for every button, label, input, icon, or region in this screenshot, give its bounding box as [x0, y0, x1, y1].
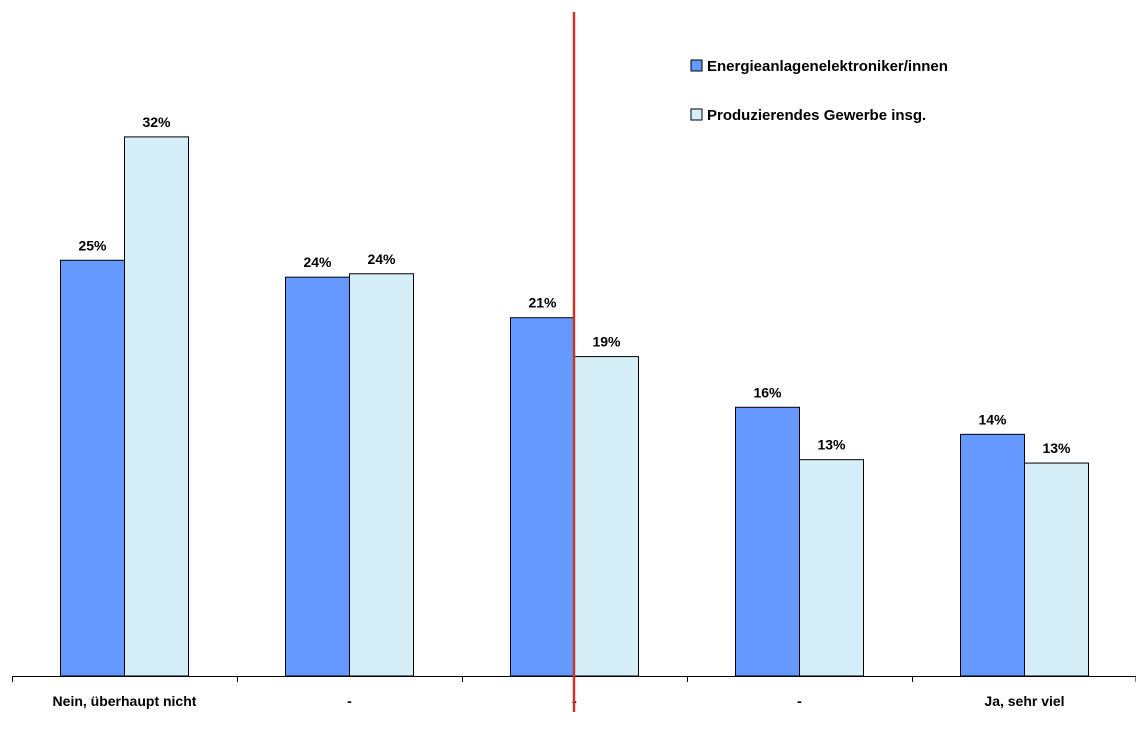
data-labels: 25% 32% 24% 24% 21% 19% 16% 13% 14% 13% — [78, 114, 1071, 456]
data-label-produzierendes-gewerbe-insg-5: 13% — [1042, 440, 1071, 456]
bar-produzierendes-gewerbe-insg-1 — [124, 136, 189, 677]
data-label-produzierendes-gewerbe-insg-2: 24% — [367, 251, 396, 267]
bar-energieanlagenelektroniker-innen-5 — [960, 433, 1025, 677]
x-tick-label-1: Nein, überhaupt nicht — [53, 693, 197, 709]
bar-produzierendes-gewerbe-insg-2 — [349, 273, 414, 677]
data-label-energieanlagenelektroniker-innen-3: 21% — [528, 295, 557, 311]
data-label-energieanlagenelektroniker-innen-5: 14% — [978, 411, 1007, 427]
bar-energieanlagenelektroniker-innen-1 — [60, 259, 125, 677]
x-tick-label-5: Ja, sehr viel — [984, 693, 1064, 709]
data-label-produzierendes-gewerbe-insg-1: 32% — [142, 114, 171, 130]
bar-energieanlagenelektroniker-innen-2 — [285, 276, 350, 677]
data-label-energieanlagenelektroniker-innen-1: 25% — [78, 237, 107, 253]
data-label-energieanlagenelektroniker-innen-2: 24% — [303, 254, 332, 270]
data-label-produzierendes-gewerbe-insg-4: 13% — [817, 437, 846, 453]
x-tick-label-2: - — [347, 693, 352, 709]
legend: Energieanlagenelektroniker/innen Produzie… — [690, 58, 948, 124]
legend-swatch-produzierendes-gewerbe-insg — [690, 108, 703, 121]
bar-produzierendes-gewerbe-insg-3 — [574, 356, 639, 677]
legend-label-energieanlagenelektroniker-innen: Energieanlagenelektroniker/innen — [707, 58, 948, 75]
bar-energieanlagenelektroniker-innen-3 — [510, 317, 575, 677]
bar-energieanlagenelektroniker-innen-4 — [735, 406, 800, 677]
bars-layer — [60, 136, 1089, 677]
bar-produzierendes-gewerbe-insg-4 — [799, 459, 864, 677]
bar-produzierendes-gewerbe-insg-5 — [1024, 462, 1089, 677]
legend-swatch-energieanlagenelektroniker-innen — [690, 59, 703, 72]
legend-label-produzierendes-gewerbe-insg: Produzierendes Gewerbe insg. — [707, 107, 926, 124]
data-label-produzierendes-gewerbe-insg-3: 19% — [592, 334, 621, 350]
x-tick-label-4: - — [797, 693, 802, 709]
data-label-energieanlagenelektroniker-innen-4: 16% — [753, 384, 782, 400]
